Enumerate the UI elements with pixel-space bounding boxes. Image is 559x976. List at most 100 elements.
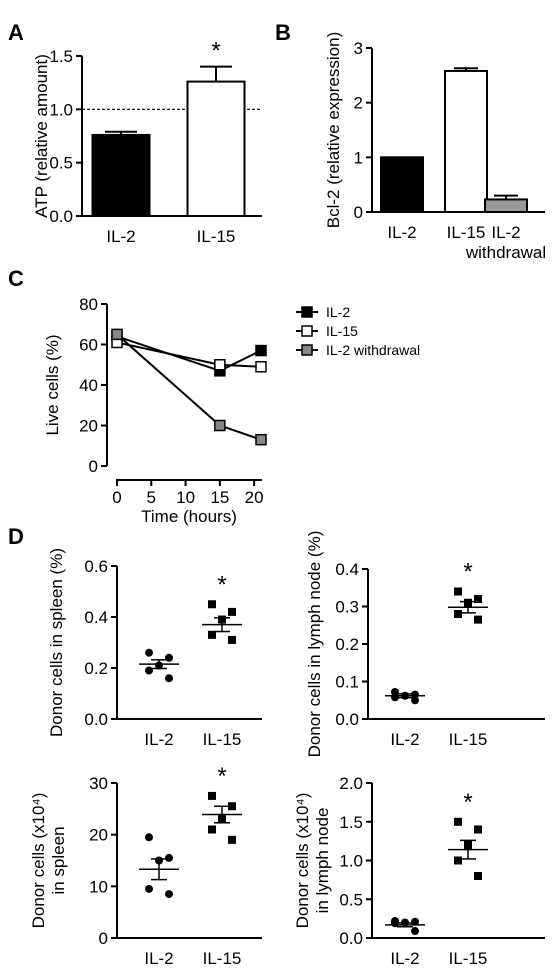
data-point <box>218 615 226 624</box>
y-tick-label: 0.2 <box>335 635 359 654</box>
x-tick-label: IL-15 <box>197 227 236 246</box>
data-point <box>411 690 419 699</box>
data-point <box>401 691 409 700</box>
data-point <box>391 919 399 928</box>
x-tick-label: IL-15 <box>203 949 242 968</box>
x-tick-label: IL-15 <box>203 730 242 749</box>
y-tick-label: 0.3 <box>335 598 359 617</box>
y-tick-label: 0.6 <box>84 557 108 576</box>
y-tick-label: 20 <box>79 417 98 436</box>
legend-marker <box>301 306 313 318</box>
y-tick-label: 0.0 <box>49 207 73 226</box>
y-tick-label: 1.0 <box>339 852 363 871</box>
panel-label-b: B <box>275 20 291 45</box>
bar <box>380 156 424 213</box>
data-point <box>145 833 153 842</box>
data-point <box>474 825 482 834</box>
data-point <box>214 419 226 432</box>
x-tick-label: IL-2 <box>390 949 419 968</box>
bar <box>484 198 528 213</box>
data-point <box>228 635 236 644</box>
panel-label-a: A <box>8 20 24 45</box>
y-axis-label: Live cells (%) <box>43 334 62 435</box>
data-point <box>165 853 173 862</box>
y-tick-label: 10 <box>89 877 108 896</box>
x-tick-label: 20 <box>245 488 264 507</box>
data-point <box>208 791 216 800</box>
significance-star: * <box>463 789 472 816</box>
y-tick-label: 40 <box>79 376 98 395</box>
significance-star: * <box>463 559 472 586</box>
data-point <box>411 696 419 705</box>
y-tick-label: 30 <box>89 774 108 793</box>
x-tick-label: 0 <box>112 488 121 507</box>
legend-label: IL-2 <box>326 304 350 320</box>
y-tick-label: 0 <box>89 457 98 476</box>
x-tick-label: IL-15 <box>449 730 488 749</box>
series-line <box>116 333 262 441</box>
x-tick-label: IL-15 <box>449 949 488 968</box>
bar <box>444 69 488 213</box>
y-axis-label: Donor cells in spleen (%) <box>47 548 66 737</box>
x-tick-label: IL-15 <box>447 223 486 242</box>
significance-star: * <box>217 571 226 598</box>
y-tick-label: 3 <box>354 39 363 58</box>
y-axis-label: in lymph node <box>313 808 332 914</box>
chart-live-cells: 0 20 40 60 80 0 5 10 15 20 Time (hours) Live cells … <box>43 295 420 526</box>
data-point <box>401 918 409 927</box>
data-point <box>165 890 173 899</box>
y-tick-label: 0.0 <box>339 929 363 948</box>
data-point <box>255 344 267 357</box>
y-tick-label: 0 <box>99 929 108 948</box>
data-point <box>145 884 153 893</box>
legend-label: IL-2 withdrawal <box>326 342 420 358</box>
data-point <box>208 630 216 639</box>
y-tick-label: 0.0 <box>84 710 108 729</box>
y-axis-label: Bcl-2 (relative expression) <box>324 32 343 229</box>
bar <box>186 80 246 217</box>
y-tick-label: 1 <box>354 148 363 167</box>
y-tick-label: 0.5 <box>339 890 363 909</box>
y-tick-label: 2 <box>354 94 363 113</box>
chart-spleen-count: 0 10 20 30 IL-2 IL-15 * Donor cells (x10⁴) in sp… <box>29 763 262 968</box>
data-point <box>155 856 163 865</box>
y-tick-label: 1.5 <box>339 813 363 832</box>
data-point <box>474 595 482 603</box>
data-point <box>454 587 462 596</box>
legend-marker <box>301 344 313 356</box>
data-point <box>474 872 482 880</box>
data-point <box>255 433 267 446</box>
data-point <box>464 598 472 607</box>
y-tick-label: 0.5 <box>49 154 73 173</box>
chart-spleen-percent: 0.0 0.2 0.4 0.6 IL-2 IL-15 * Donor cells in spl… <box>47 548 262 749</box>
data-point <box>454 817 462 826</box>
y-tick-label: 1.0 <box>49 100 73 119</box>
chart-lymph-count: 0.0 0.5 1.0 1.5 2.0 IL-2 IL-15 * Donor cells (x1… <box>293 774 545 968</box>
data-point <box>411 917 419 926</box>
x-tick-label: 10 <box>176 488 195 507</box>
y-tick-label: 0.2 <box>84 659 108 678</box>
significance-star: * <box>217 763 226 790</box>
data-point <box>145 648 153 657</box>
panel-label-c: C <box>8 266 24 291</box>
y-tick-label: 0.4 <box>84 608 108 627</box>
data-point <box>391 693 399 702</box>
significance-star: * <box>211 38 220 65</box>
bar <box>91 133 151 217</box>
chart-atp: 0.0 0.5 1.0 1.5 IL-2 IL-15 * ATP (relative amou… <box>32 38 262 246</box>
x-tick-label: IL-2 <box>390 730 419 749</box>
y-tick-label: 0 <box>354 203 363 222</box>
x-tick-label: withdrawal <box>465 243 546 262</box>
y-tick-label: 2.0 <box>339 774 363 793</box>
data-point <box>218 815 226 824</box>
x-tick-label: IL-2 <box>144 730 173 749</box>
y-tick-label: 0.0 <box>335 710 359 729</box>
data-point <box>228 802 236 811</box>
data-point <box>255 361 267 373</box>
data-point <box>145 666 153 675</box>
y-tick-label: 1.5 <box>49 47 73 66</box>
y-tick-label: 60 <box>79 336 98 355</box>
x-tick-label: IL-2 <box>387 223 416 242</box>
panel-label-d: D <box>8 524 24 549</box>
